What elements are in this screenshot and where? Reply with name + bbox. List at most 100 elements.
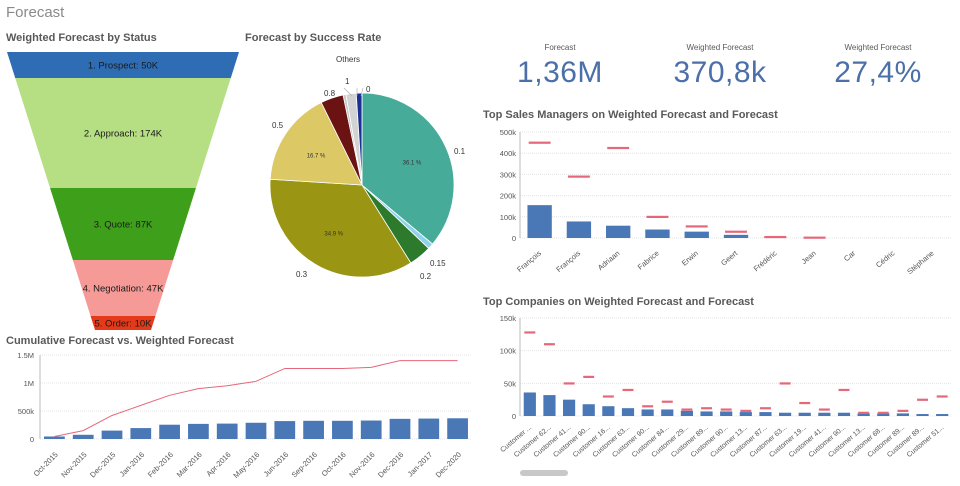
marker-forecast[interactable] <box>759 407 771 410</box>
marker-forecast[interactable] <box>858 411 870 414</box>
bar-weighted[interactable] <box>523 392 536 416</box>
bar-weighted[interactable] <box>723 234 749 238</box>
marker-forecast[interactable] <box>838 388 850 392</box>
marker-forecast[interactable] <box>897 409 909 412</box>
marker-forecast[interactable] <box>803 236 826 239</box>
bar-weighted[interactable] <box>566 221 592 238</box>
bar-weighted[interactable] <box>700 411 713 416</box>
bar-weighted[interactable] <box>543 395 556 416</box>
marker-forecast[interactable] <box>701 407 713 410</box>
bar-weighted[interactable] <box>527 205 552 238</box>
marker-forecast[interactable] <box>661 400 673 403</box>
marker-forecast[interactable] <box>567 175 590 178</box>
bar-weighted[interactable] <box>245 422 267 439</box>
pie-slice-pct: 36.1 % <box>403 161 422 167</box>
marker-forecast[interactable] <box>725 230 747 233</box>
line-forecast[interactable] <box>54 360 458 437</box>
x-tick-label: Dec-2016 <box>376 450 405 479</box>
bar-weighted[interactable] <box>798 412 811 416</box>
bar-weighted[interactable] <box>739 412 752 416</box>
bar-weighted[interactable] <box>188 423 209 439</box>
pie-slice[interactable] <box>269 101 363 186</box>
bar-weighted[interactable] <box>332 420 353 439</box>
pie-slice-label: 0.8 <box>324 89 336 98</box>
bar-weighted[interactable] <box>720 411 733 416</box>
bar-weighted[interactable] <box>72 434 94 439</box>
bar-weighted[interactable] <box>606 225 631 238</box>
marker-forecast[interactable] <box>528 141 551 144</box>
bar-weighted[interactable] <box>896 413 909 416</box>
bar-weighted[interactable] <box>621 408 635 416</box>
marker-forecast[interactable] <box>818 408 830 411</box>
kpi-forecast-value: 1,36M <box>517 56 603 89</box>
bar-weighted[interactable] <box>641 409 654 416</box>
bar-weighted[interactable] <box>216 423 238 439</box>
bar-weighted[interactable] <box>418 418 440 439</box>
pie-chart[interactable]: 36.1 % 0.1 0.15 0.2 34.9 % 0.3 16.7 % 0.5 0.8 1 Ot… <box>240 44 480 294</box>
bar-weighted[interactable] <box>837 412 851 416</box>
pie-slice[interactable] <box>269 178 412 278</box>
companies-scrollbar[interactable] <box>520 470 568 476</box>
bar-weighted[interactable] <box>779 412 792 416</box>
bar-weighted[interactable] <box>936 414 949 416</box>
marker-forecast[interactable] <box>779 382 791 385</box>
marker-forecast[interactable] <box>877 411 889 414</box>
pie-slice[interactable] <box>361 92 455 245</box>
bar-weighted[interactable] <box>645 229 670 238</box>
funnel-stage-label: 1. Prospect: 50K <box>88 61 159 72</box>
pie-slice-label: Others <box>336 55 360 64</box>
bar-weighted[interactable] <box>582 404 595 416</box>
marker-forecast[interactable] <box>602 395 614 398</box>
marker-forecast[interactable] <box>685 225 708 228</box>
bar-weighted[interactable] <box>877 413 890 416</box>
bar-weighted[interactable] <box>360 420 382 439</box>
bar-weighted[interactable] <box>684 231 709 238</box>
funnel-stage[interactable] <box>50 188 196 260</box>
marker-forecast[interactable] <box>936 395 948 398</box>
bar-weighted[interactable] <box>159 424 180 439</box>
funnel-stage[interactable] <box>15 78 231 188</box>
funnel-stage[interactable] <box>7 52 239 78</box>
bar-weighted[interactable] <box>303 420 324 439</box>
funnel-stage[interactable] <box>90 316 156 330</box>
bar-weighted[interactable] <box>44 436 65 439</box>
bar-weighted[interactable] <box>680 410 693 416</box>
marker-forecast[interactable] <box>740 409 752 412</box>
bar-weighted[interactable] <box>563 399 576 416</box>
bar-weighted[interactable] <box>857 413 870 416</box>
funnel-stage[interactable] <box>72 260 174 316</box>
bar-weighted[interactable] <box>916 414 929 416</box>
bar-weighted[interactable] <box>759 412 772 416</box>
marker-forecast[interactable] <box>799 401 811 405</box>
bar-weighted[interactable] <box>101 430 123 439</box>
marker-forecast[interactable] <box>607 146 630 150</box>
marker-forecast[interactable] <box>642 405 654 408</box>
marker-forecast[interactable] <box>681 408 693 411</box>
marker-forecast[interactable] <box>524 331 536 334</box>
marker-forecast[interactable] <box>583 375 595 378</box>
bar-weighted[interactable] <box>447 418 468 439</box>
y-tick-label: 500k <box>500 128 517 137</box>
marker-forecast[interactable] <box>917 398 929 401</box>
y-tick-label: 150k <box>500 314 517 323</box>
marker-forecast[interactable] <box>764 235 787 239</box>
bar-weighted[interactable] <box>818 412 831 416</box>
marker-forecast[interactable] <box>622 388 634 392</box>
marker-forecast[interactable] <box>720 408 732 411</box>
bar-weighted[interactable] <box>130 428 152 439</box>
funnel-chart[interactable]: 1. Prospect: 50K 2. Approach: 174K 3. Quot… <box>0 44 250 334</box>
marker-forecast[interactable] <box>646 215 669 218</box>
y-tick-label: 300k <box>500 170 517 179</box>
pie-slice-label: 1 <box>345 77 350 86</box>
marker-forecast[interactable] <box>563 382 575 385</box>
managers-chart[interactable]: 0 100k 200k 300k 400k 500k François François Adr… <box>476 124 956 294</box>
bar-weighted[interactable] <box>274 421 296 439</box>
bar-weighted[interactable] <box>602 406 615 416</box>
y-tick-label: 0 <box>512 412 516 421</box>
marker-forecast[interactable] <box>543 343 555 346</box>
x-tick-label: Jun-2016 <box>262 450 290 478</box>
bar-weighted[interactable] <box>389 418 411 439</box>
bar-weighted[interactable] <box>661 409 674 416</box>
